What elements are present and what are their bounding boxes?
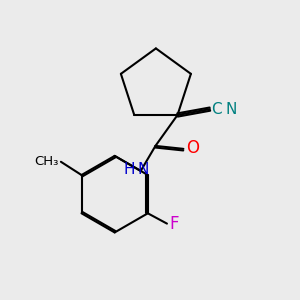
Text: N: N — [137, 162, 148, 177]
Text: CH₃: CH₃ — [34, 155, 58, 168]
Text: C: C — [212, 102, 222, 117]
Text: O: O — [186, 139, 199, 157]
Text: H: H — [124, 162, 135, 177]
Text: F: F — [169, 214, 179, 232]
Text: N: N — [225, 102, 237, 117]
